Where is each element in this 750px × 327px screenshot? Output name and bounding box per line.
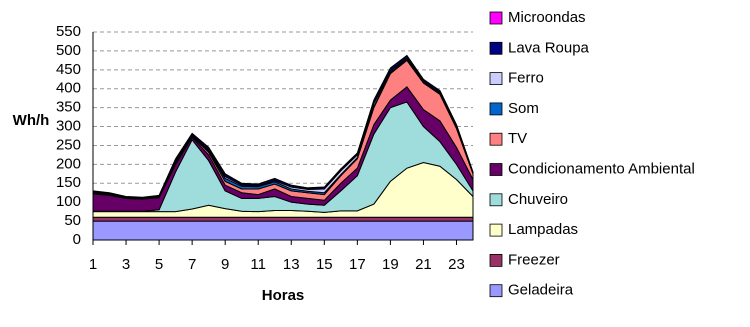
legend-label: Condicionamento Ambiental bbox=[508, 160, 695, 177]
x-tick-label: 5 bbox=[155, 256, 163, 273]
y-tick-label: 400 bbox=[56, 80, 81, 97]
y-tick-label: 350 bbox=[56, 99, 81, 116]
area bbox=[92, 216, 474, 222]
area bbox=[92, 220, 474, 241]
x-tick-label: 9 bbox=[221, 256, 229, 273]
legend-swatch bbox=[489, 223, 503, 237]
y-tick-label: 450 bbox=[56, 61, 81, 78]
x-tick-label: 23 bbox=[448, 256, 465, 273]
y-tick-label: 150 bbox=[56, 174, 81, 191]
x-tick-label: 1 bbox=[89, 256, 97, 273]
legend-swatch bbox=[489, 284, 503, 298]
x-axis-label: Horas bbox=[262, 287, 305, 304]
y-tick-label: 200 bbox=[56, 155, 81, 172]
y-tick-label: 500 bbox=[56, 42, 81, 59]
legend-label: Ferro bbox=[508, 70, 544, 87]
legend-swatch bbox=[489, 132, 503, 146]
y-tick-label: 250 bbox=[56, 136, 81, 153]
y-tick-label: 550 bbox=[56, 23, 81, 40]
legend-label: Geladeira bbox=[508, 282, 574, 299]
x-tick-label: 21 bbox=[415, 256, 432, 273]
legend-swatch bbox=[489, 163, 503, 176]
legend-swatch bbox=[489, 193, 503, 207]
x-tick-label: 11 bbox=[250, 256, 266, 273]
y-tick-label: 0 bbox=[73, 231, 81, 248]
legend-label: Freezer bbox=[508, 251, 560, 268]
y-tick-label: 300 bbox=[56, 118, 81, 135]
legend-label: Microondas bbox=[508, 9, 586, 26]
y-tick-label: 100 bbox=[56, 193, 81, 210]
y-tick-label: 50 bbox=[64, 212, 81, 229]
legend-swatch bbox=[489, 102, 503, 116]
x-tick-label: 13 bbox=[283, 256, 300, 273]
x-tick-label: 15 bbox=[316, 256, 333, 273]
legend-label: Lava Roupa bbox=[508, 39, 590, 56]
legend-swatch bbox=[489, 41, 503, 55]
legend-label: Lampadas bbox=[508, 221, 578, 238]
y-axis-label: Wh/h bbox=[13, 112, 50, 129]
legend-label: Chuveiro bbox=[508, 191, 568, 208]
x-tick-label: 7 bbox=[188, 256, 196, 273]
x-tick-label: 17 bbox=[349, 256, 366, 273]
x-tick-label: 19 bbox=[382, 256, 399, 273]
area bbox=[92, 54, 474, 199]
legend-label: TV bbox=[508, 130, 527, 147]
legend-swatch bbox=[489, 72, 503, 85]
legend-label: Som bbox=[508, 100, 539, 117]
legend-swatch bbox=[489, 11, 503, 25]
legend-swatch bbox=[489, 253, 503, 267]
x-tick-label: 3 bbox=[122, 256, 130, 273]
